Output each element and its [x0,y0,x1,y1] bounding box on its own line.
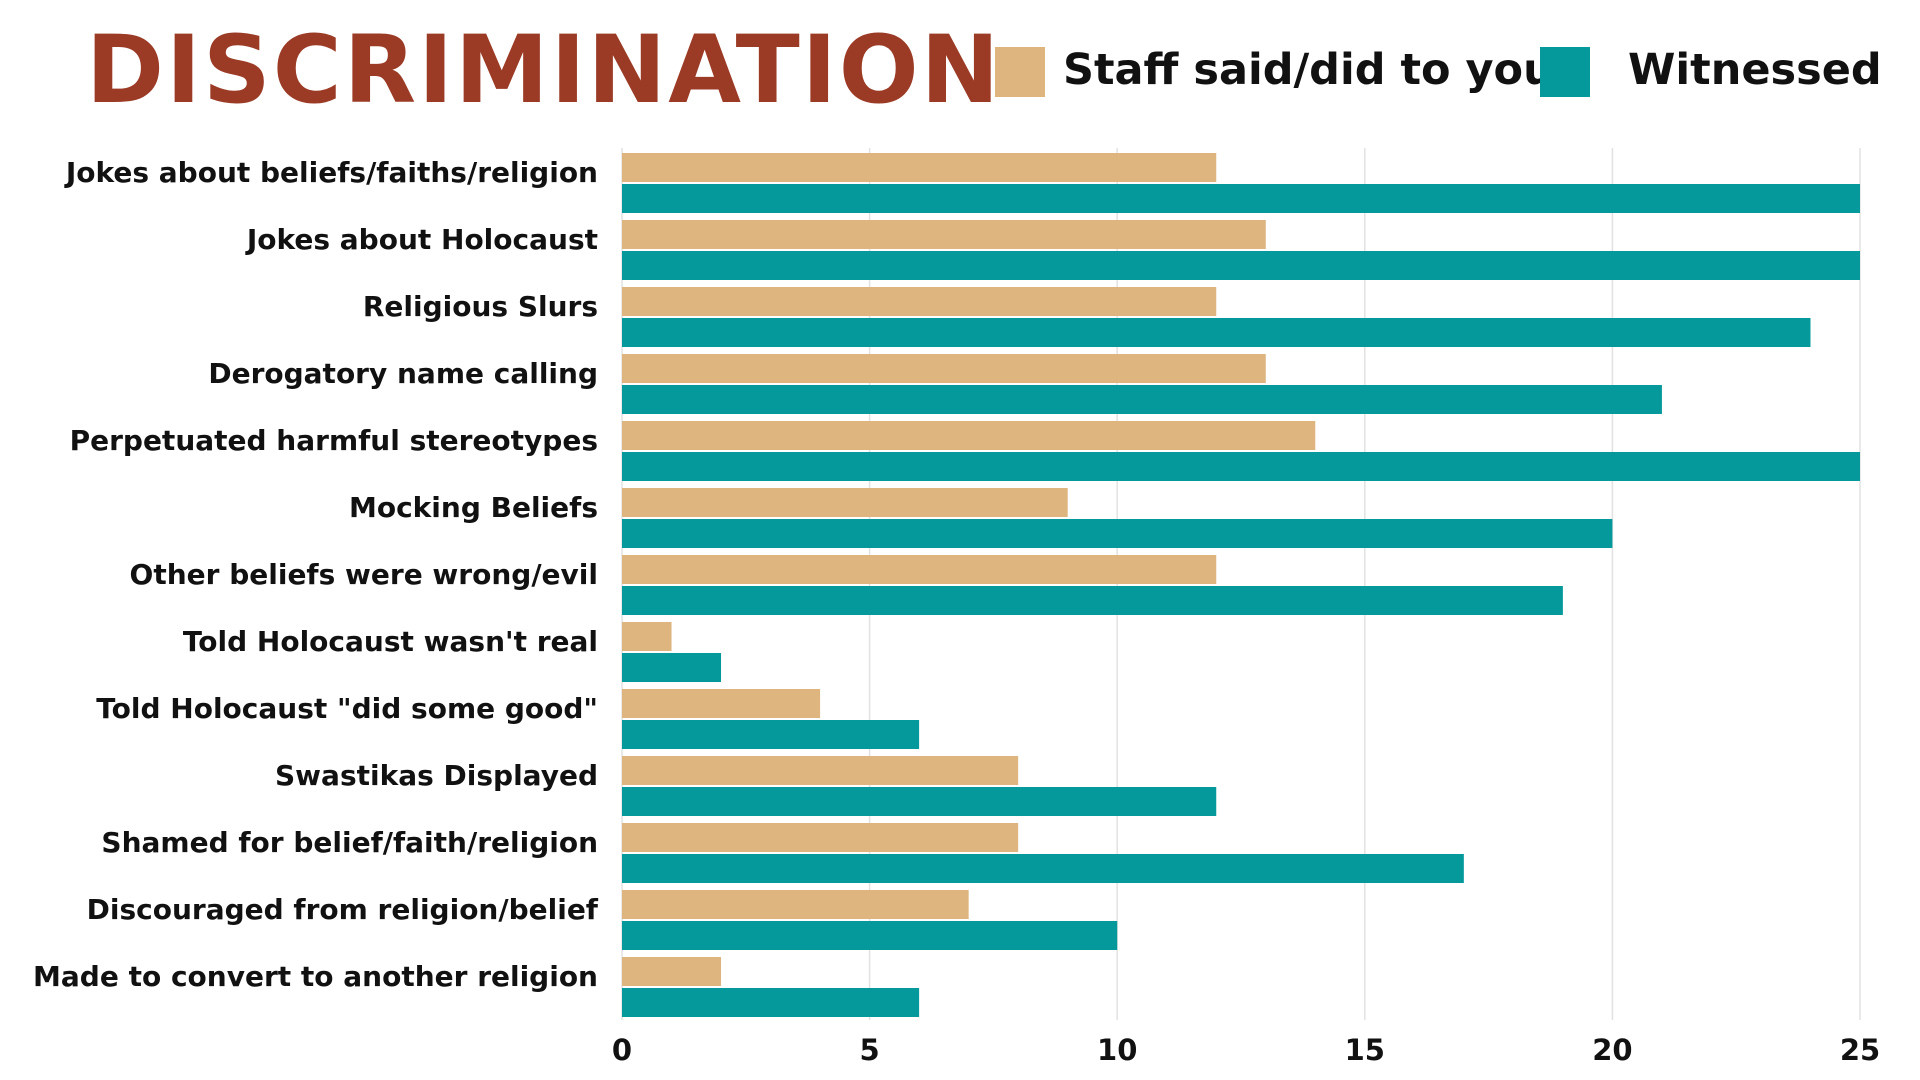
bar-witnessed [622,452,1860,481]
bar-witnessed [622,385,1662,414]
bar-witnessed [622,653,722,682]
x-tick-label: 5 [860,1033,880,1067]
x-tick-label: 20 [1592,1033,1632,1067]
category-labels: Jokes about beliefs/faiths/religion Jokes… [33,156,599,993]
bar-staff [622,890,969,919]
bar-staff [622,220,1266,249]
category-label: Told Holocaust "did some good" [96,692,598,725]
bar-staff [622,957,722,986]
bar-witnessed [622,519,1613,548]
x-tick-label: 25 [1840,1033,1880,1067]
category-label: Mocking Beliefs [349,491,598,524]
legend-label-staff: Staff said/did to you [1063,45,1554,95]
bar-staff [622,756,1019,785]
category-label: Told Holocaust wasn't real [183,625,598,658]
category-label: Perpetuated harmful stereotypes [70,424,598,457]
category-label: Derogatory name calling [208,357,598,390]
bar-staff [622,354,1266,383]
bar-witnessed [622,586,1563,615]
bar-witnessed [622,720,920,749]
category-label: Jokes about beliefs/faiths/religion [64,156,598,189]
legend-swatch-witnessed [1540,47,1590,97]
bar-witnessed [622,318,1811,347]
bar-witnessed [622,988,920,1017]
legend-label-witnessed: Witnessed [1628,45,1882,95]
category-label: Shamed for belief/faith/religion [101,826,598,859]
x-tick-label: 0 [612,1033,632,1067]
bar-staff [622,622,672,651]
x-axis-ticks: 0 5 10 15 20 25 [612,1033,1880,1067]
bar-staff [622,287,1217,316]
bar-witnessed [622,921,1118,950]
bar-witnessed [622,251,1860,280]
category-label: Jokes about Holocaust [245,223,598,256]
bar-staff [622,153,1217,182]
bar-staff [622,823,1019,852]
category-label: Made to convert to another religion [33,960,598,993]
category-label: Religious Slurs [363,290,598,323]
x-tick-label: 10 [1097,1033,1137,1067]
bar-staff [622,555,1217,584]
chart-title: DISCRIMINATION [86,16,1002,125]
category-label: Other beliefs were wrong/evil [130,558,598,591]
legend-swatch-staff [995,47,1045,97]
category-label: Discouraged from religion/belief [87,893,599,926]
bar-witnessed [622,787,1217,816]
bar-witnessed [622,854,1464,883]
bar-witnessed [622,184,1860,213]
x-tick-label: 15 [1345,1033,1385,1067]
bar-staff [622,488,1068,517]
bars [622,153,1860,1017]
bar-staff [622,689,821,718]
category-label: Swastikas Displayed [275,759,598,792]
bar-staff [622,421,1316,450]
